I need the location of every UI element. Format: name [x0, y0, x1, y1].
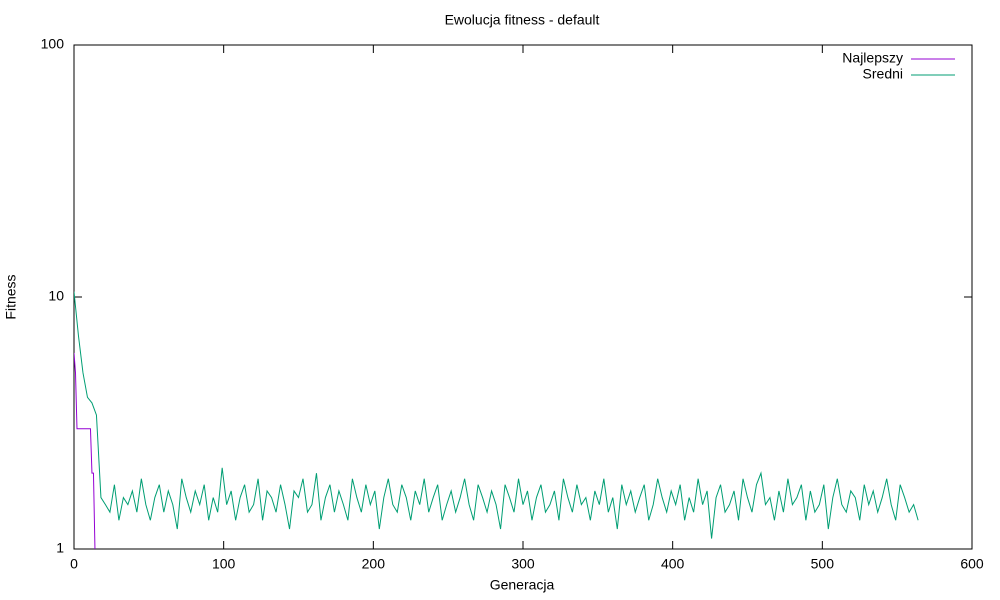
- x-tick-label: 500: [811, 556, 835, 572]
- x-tick-label: 0: [70, 556, 78, 572]
- x-tick-label: 200: [362, 556, 386, 572]
- plot-frame: [73, 44, 973, 550]
- x-axis-label: Generacja: [490, 577, 555, 593]
- y-tick-label: 10: [48, 288, 64, 304]
- x-tick-label: 100: [212, 556, 236, 572]
- series-line: [74, 352, 96, 549]
- chart-title: Ewolucja fitness - default: [445, 12, 600, 28]
- series-line: [74, 291, 919, 539]
- y-axis-label: Fitness: [3, 274, 19, 319]
- x-tick-label: 400: [661, 556, 685, 572]
- x-tick-label: 600: [960, 556, 984, 572]
- legend-label: Najlepszy: [842, 50, 903, 66]
- y-tick-label: 100: [41, 36, 65, 52]
- y-tick-label: 1: [56, 540, 64, 556]
- legend-label: Sredni: [863, 66, 903, 82]
- x-tick-label: 300: [511, 556, 535, 572]
